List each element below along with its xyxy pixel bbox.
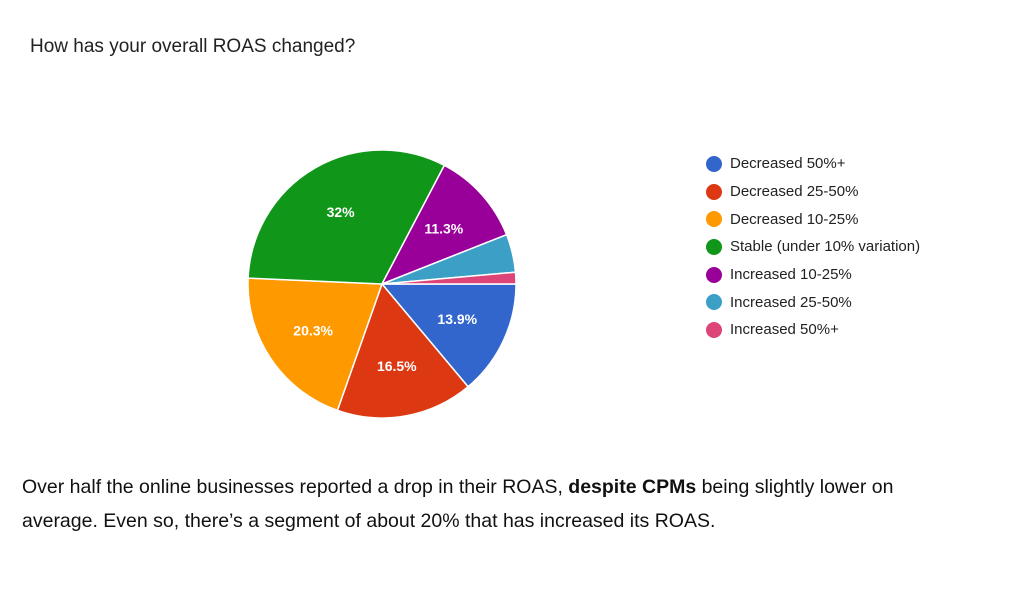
legend-swatch-icon xyxy=(706,211,722,228)
caption-bold: despite CPMs xyxy=(568,476,697,498)
legend-item[interactable]: Increased 25-50% xyxy=(706,288,920,316)
slice-label: 32% xyxy=(327,204,356,220)
slice-label: 11.3% xyxy=(424,220,463,236)
legend-label: Decreased 10-25% xyxy=(730,210,859,228)
chart-title: How has your overall ROAS changed? xyxy=(30,36,356,57)
legend-item[interactable]: Decreased 25-50% xyxy=(706,178,920,206)
legend-item[interactable]: Decreased 10-25% xyxy=(706,205,920,233)
legend-item[interactable]: Increased 50%+ xyxy=(706,316,920,344)
pie-slice[interactable] xyxy=(380,283,517,388)
legend-label: Increased 25-50% xyxy=(730,293,852,311)
legend-item[interactable]: Increased 10-25% xyxy=(706,261,920,289)
legend-item[interactable]: Stable (under 10% variation) xyxy=(706,233,920,261)
legend-swatch-icon xyxy=(706,294,722,311)
caption-text: Over half the online businesses reported… xyxy=(22,476,569,498)
pie-slice[interactable] xyxy=(380,164,508,286)
legend: Decreased 50%+ Decreased 25-50% Decreased … xyxy=(706,150,920,344)
caption: Over half the online businesses reported… xyxy=(22,470,962,538)
slice-label: 13.9% xyxy=(437,311,477,327)
caption-text-end: being slightly lower on average. Even so… xyxy=(22,476,894,532)
legend-label: Increased 10-25% xyxy=(730,266,852,284)
legend-swatch-icon xyxy=(706,266,722,283)
legend-swatch-icon xyxy=(706,155,722,172)
legend-label: Increased 50%+ xyxy=(730,321,839,339)
legend-label: Decreased 50%+ xyxy=(730,155,846,173)
slice-label: 16.5% xyxy=(377,358,417,374)
slice-label: 20.3% xyxy=(293,322,333,338)
pie-slice[interactable] xyxy=(247,149,446,285)
legend-swatch-icon xyxy=(706,238,722,255)
legend-swatch-icon xyxy=(706,321,722,338)
pie-slice[interactable] xyxy=(381,271,517,285)
legend-label: Decreased 25-50% xyxy=(730,183,859,201)
pie-slice[interactable] xyxy=(336,282,470,419)
legend-item[interactable]: Decreased 50%+ xyxy=(706,150,920,178)
pie-slice[interactable] xyxy=(247,277,384,412)
legend-label: Stable (under 10% variation) xyxy=(730,238,921,256)
legend-swatch-icon xyxy=(706,183,722,200)
